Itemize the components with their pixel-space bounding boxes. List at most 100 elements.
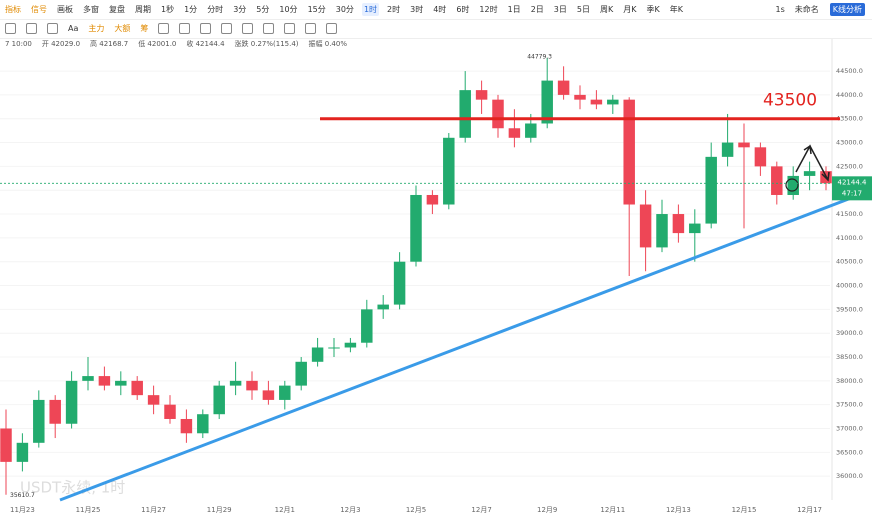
- x-tick-label: 11月25: [76, 506, 101, 514]
- candle-body: [164, 404, 176, 419]
- period-button[interactable]: 5分: [256, 5, 270, 14]
- toolbar-button[interactable]: 多窗: [83, 5, 99, 14]
- period-button[interactable]: 10分: [279, 5, 298, 14]
- tool-icon[interactable]: [47, 23, 58, 34]
- period-button[interactable]: 分时: [207, 5, 224, 14]
- candle-body: [787, 175, 799, 195]
- tool-icon[interactable]: [305, 23, 317, 34]
- candle-body: [344, 342, 357, 348]
- tool-icon[interactable]: [284, 23, 296, 34]
- candle-body: [65, 380, 78, 424]
- candle-body: [754, 147, 767, 167]
- y-tick-label: 39000.0: [836, 329, 863, 337]
- tool-icon[interactable]: [158, 23, 170, 34]
- candle-body: [0, 428, 12, 462]
- last-price-label: 42144.4: [838, 178, 867, 186]
- period-button[interactable]: 12时: [479, 5, 498, 14]
- candle-body: [229, 380, 242, 386]
- toolbar-right: 1s 未命名 K线分析: [770, 0, 868, 19]
- countdown-label: 47:17: [842, 189, 862, 197]
- candle-body: [623, 99, 635, 205]
- period-button[interactable]: 2时: [387, 5, 401, 14]
- candle-body: [246, 380, 258, 391]
- tool-icon[interactable]: [242, 23, 254, 34]
- info-text: 7 10:00: [5, 40, 32, 48]
- watermark: USDT永续, 1时: [20, 479, 125, 497]
- period-button[interactable]: 3日: [553, 5, 567, 14]
- toolbar-button[interactable]: 指标: [5, 5, 21, 14]
- period-button[interactable]: 1分: [184, 5, 198, 14]
- toolbar-button[interactable]: 信号: [31, 5, 47, 14]
- info-text: 高 42168.7: [90, 40, 129, 48]
- period-button[interactable]: 1日: [507, 5, 521, 14]
- y-tick-label: 38000.0: [836, 377, 863, 385]
- x-tick-label: 12月11: [600, 506, 625, 514]
- toolbar-button[interactable]: K线分析: [829, 3, 865, 16]
- tool-icon[interactable]: [5, 23, 16, 34]
- period-button[interactable]: 1秒: [161, 5, 175, 14]
- y-tick-label: 43500.0: [836, 115, 863, 123]
- period-button[interactable]: 15分: [307, 5, 326, 14]
- tool-button[interactable]: Aa: [68, 24, 79, 33]
- toolbar-button[interactable]: 1s: [775, 5, 785, 14]
- tool-button[interactable]: 大额: [114, 24, 131, 33]
- period-button[interactable]: 1时: [361, 3, 380, 16]
- candle-body: [328, 347, 340, 349]
- candle-body: [508, 128, 521, 138]
- period-button[interactable]: 年K: [669, 5, 683, 14]
- candle-body: [33, 399, 45, 443]
- x-tick-label: 12月17: [797, 506, 822, 514]
- tool-icon[interactable]: [221, 23, 233, 34]
- candle-body: [98, 376, 111, 386]
- tool-button[interactable]: 主力: [88, 24, 105, 33]
- info-bar: 7 10:00 开 42029.0 高 42168.7 低 42001.0 收 4214…: [0, 37, 872, 51]
- period-button[interactable]: 4时: [433, 5, 447, 14]
- x-tick-label: 12月1: [275, 506, 295, 514]
- period-button[interactable]: 3分: [233, 5, 247, 14]
- x-tick-label: 12月3: [340, 506, 360, 514]
- candle-body: [541, 80, 553, 124]
- toolbar-button[interactable]: 画板: [57, 5, 73, 14]
- candle-body: [426, 194, 439, 205]
- period-button[interactable]: 5日: [576, 5, 590, 14]
- candle-body: [721, 142, 734, 157]
- candle-body: [180, 418, 193, 434]
- period-button[interactable]: 季K: [646, 5, 660, 14]
- candle-body: [459, 90, 471, 138]
- period-button[interactable]: 月K: [623, 5, 637, 14]
- toolbar-button[interactable]: 周期: [135, 5, 151, 14]
- y-tick-label: 40500.0: [836, 258, 863, 266]
- info-text: 开 42029.0: [41, 40, 81, 48]
- tool-icon[interactable]: [263, 23, 275, 34]
- period-button[interactable]: 6时: [456, 5, 470, 14]
- period-button[interactable]: 2日: [530, 5, 544, 14]
- candle-body: [590, 99, 603, 105]
- tool-icon[interactable]: [200, 23, 212, 34]
- tool-icon[interactable]: [26, 23, 37, 34]
- candle-body: [16, 442, 29, 462]
- high-label: 44779.3: [527, 53, 552, 60]
- toolbar-button[interactable]: 复盘: [109, 5, 125, 14]
- candle-body: [311, 347, 324, 362]
- tool-icon[interactable]: [326, 23, 338, 34]
- toolbar: 指标 信号 画板 多窗 复盘 周期 1秒 1分 分时 3分 5分 10分 15分 30分 1时 2时 3时 4时 6…: [0, 0, 872, 20]
- candle-body: [393, 261, 406, 305]
- candle-body: [771, 166, 783, 195]
- y-tick-label: 44000.0: [836, 91, 863, 99]
- candle-body: [705, 156, 717, 224]
- y-tick-label: 37000.0: [836, 425, 863, 433]
- tool-button[interactable]: 筹: [140, 24, 149, 33]
- low-label: 35610.7: [10, 492, 35, 499]
- candle-body: [607, 99, 619, 105]
- candle-body: [557, 80, 570, 95]
- toolbar-button[interactable]: 未命名: [794, 5, 819, 14]
- candle-body: [295, 361, 307, 386]
- period-button[interactable]: 周K: [599, 5, 614, 14]
- candle-body: [361, 309, 373, 343]
- candle-body: [213, 385, 225, 415]
- period-button[interactable]: 30分: [335, 5, 354, 14]
- y-tick-label: 36500.0: [836, 448, 863, 456]
- tool-icon[interactable]: [179, 23, 191, 34]
- period-button[interactable]: 3时: [410, 5, 424, 14]
